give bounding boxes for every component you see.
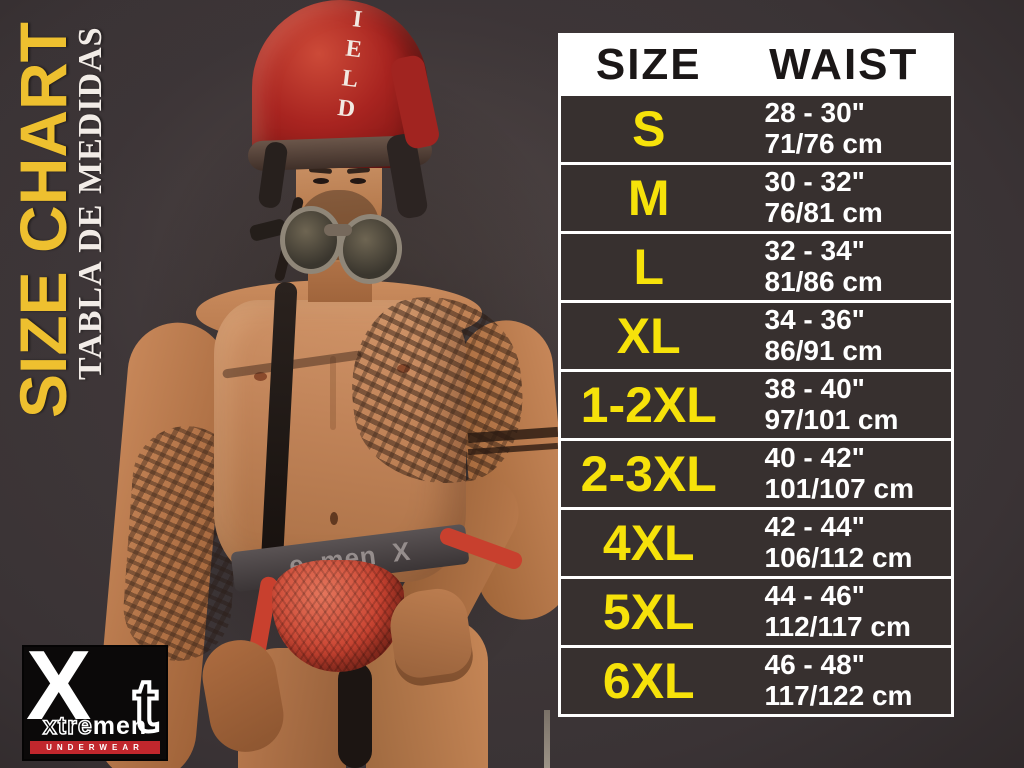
logo-wordmark: xtremen [24,712,166,740]
waist-inches: 34 - 36" [764,304,865,336]
model-detail [350,178,366,184]
waist-inches: 38 - 40" [764,373,865,405]
size-table-header: SIZE WAIST [561,36,951,93]
page-title: SIZE CHART [6,22,80,418]
waist-cm: 86/91 cm [764,335,883,366]
size-label: 5XL [602,584,695,640]
waist-inches: 30 - 32" [764,166,865,198]
sternum-shading [330,356,336,430]
waist-values: 42 - 44" 106/112 cm [737,511,952,574]
size-label: 1-2XL [580,377,717,433]
waist-values: 28 - 30" 71/76 cm [737,97,952,160]
size-label: 2-3XL [580,446,717,502]
waistband-brand-text: X [390,535,413,568]
size-table: SIZE WAIST S 28 - 30" 71/76 cm M 30 - 32… [558,33,954,717]
table-row: 6XL 46 - 48" 117/122 cm [561,648,951,714]
goggle-lens [334,210,406,288]
table-row: 5XL 44 - 46" 112/117 cm [561,579,951,645]
waist-cm: 117/122 cm [764,680,913,711]
size-label: 6XL [602,653,695,709]
waist-values: 40 - 42" 101/107 cm [737,442,952,505]
size-label: 4XL [602,515,695,571]
waist-inches: 44 - 46" [764,580,865,612]
waist-values: 34 - 36" 86/91 cm [737,304,952,367]
waist-values: 30 - 32" 76/81 cm [737,166,952,229]
size-label: L [633,239,665,295]
size-label: M [627,170,670,226]
model-detail [254,372,267,381]
waist-inches: 42 - 44" [764,511,865,543]
waist-values: 44 - 46" 112/117 cm [737,580,952,643]
logo-t-letter: t [131,662,160,749]
goggle-bridge [324,224,352,236]
model-detail [313,178,329,184]
red-mesh-pouch [272,560,404,672]
logo-wordmark-men: men [92,712,148,740]
waist-values: 38 - 40" 97/101 cm [737,373,952,436]
aviator-goggles [248,196,406,288]
waist-cm: 71/76 cm [764,128,883,159]
logo-underwear-bar: UNDERWEAR [30,741,160,754]
waist-values: 32 - 34" 81/86 cm [737,235,952,298]
page-subtitle: TABLA DE MEDIDAS [72,26,109,380]
waist-cm: 76/81 cm [764,197,883,228]
table-row: 4XL 42 - 44" 106/112 cm [561,510,951,576]
waist-values: 46 - 48" 117/122 cm [737,649,952,712]
table-row: L 32 - 34" 81/86 cm [561,234,951,300]
backdrop-seam [544,710,550,768]
waist-cm: 112/117 cm [764,611,911,642]
waist-inches: 28 - 30" [764,97,865,129]
table-row: XL 34 - 36" 86/91 cm [561,303,951,369]
table-row: M 30 - 32" 76/81 cm [561,165,951,231]
logo-wordmark-xtre: xtre [42,712,93,740]
size-label: S [632,101,666,157]
brand-logo: X t xtremen UNDERWEAR [24,647,166,759]
waist-cm: 106/112 cm [764,542,913,573]
waist-inches: 40 - 42" [764,442,865,474]
shadow [338,662,372,768]
model-detail [397,364,410,373]
waist-cm: 101/107 cm [764,473,914,504]
table-row: S 28 - 30" 71/76 cm [561,96,951,162]
logo-x-letter: X [26,647,92,740]
waist-cm: 97/101 cm [764,404,899,435]
waist-inches: 46 - 48" [764,649,865,681]
table-row: 2-3XL 40 - 42" 101/107 cm [561,441,951,507]
column-header-waist: WAIST [769,39,919,89]
waist-inches: 32 - 34" [764,235,865,267]
goggle-lens [280,206,342,274]
waist-cm: 81/86 cm [764,266,883,297]
size-label: XL [616,308,681,364]
table-row: 1-2XL 38 - 40" 97/101 cm [561,372,951,438]
column-header-size: SIZE [595,39,702,89]
model-detail [330,512,338,525]
